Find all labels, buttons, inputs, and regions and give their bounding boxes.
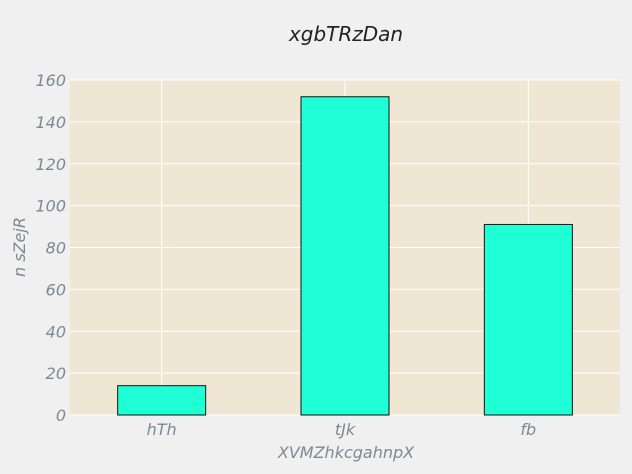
chart-title: xgbTRzDan — [288, 22, 403, 46]
bar-fb — [483, 223, 573, 416]
x-axis-label: XVMZhkcgahnpX — [277, 443, 415, 462]
y-axis-label: n sZejR — [10, 217, 29, 277]
y-tick-label: 100 — [35, 197, 66, 216]
y-tick-label: 40 — [46, 322, 66, 341]
y-tick-label: 80 — [46, 239, 66, 258]
y-tick-label: 0 — [56, 406, 66, 425]
y-tick-label: 140 — [35, 113, 66, 132]
bars — [117, 96, 573, 416]
y-tick-labels: 0 20 40 60 80 100 120 140 160 — [35, 71, 66, 425]
x-tick-labels: hTh tJk fb — [147, 420, 537, 439]
y-tick-label: 60 — [46, 280, 66, 299]
y-tick-label: 120 — [35, 155, 66, 174]
x-tick-label: fb — [520, 420, 536, 439]
x-tick-label: hTh — [147, 420, 177, 439]
bar-hTh — [117, 385, 207, 416]
y-tick-label: 160 — [35, 71, 66, 90]
x-tick-label: tJk — [335, 420, 356, 439]
y-tick-label: 20 — [46, 364, 66, 383]
bar-tJk — [300, 96, 390, 416]
